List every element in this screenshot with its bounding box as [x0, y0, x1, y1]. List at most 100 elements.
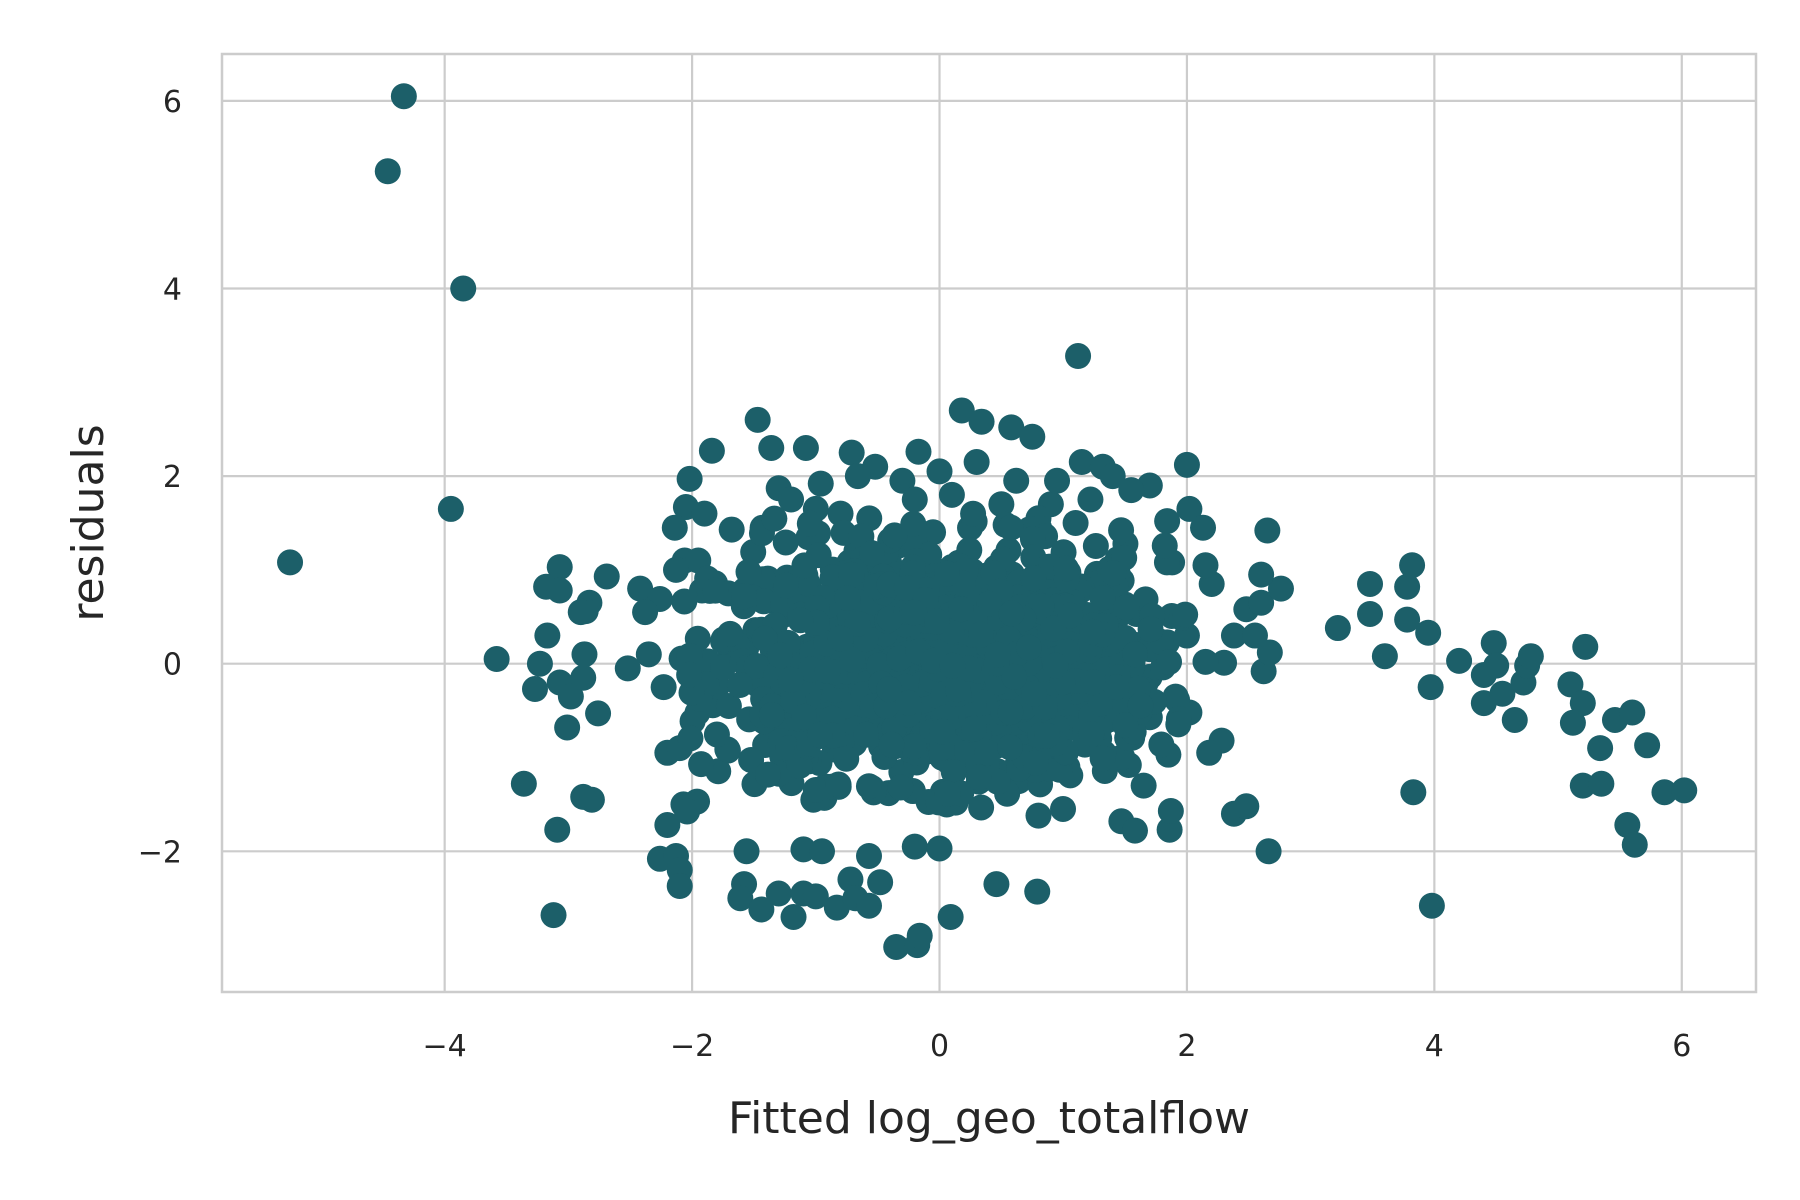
scatter-point — [787, 607, 814, 634]
scatter-point — [844, 463, 871, 490]
scatter-point — [437, 495, 464, 522]
scatter-point — [883, 933, 910, 960]
scatter-point — [1248, 561, 1275, 588]
y-tick-label: 0 — [163, 648, 182, 683]
scatter-point — [1671, 777, 1698, 804]
scatter-point — [1062, 510, 1089, 536]
scatter-point — [1042, 652, 1069, 679]
x-tick-labels: −4 −2 0 2 4 6 — [423, 1029, 1692, 1064]
scatter-point — [666, 873, 693, 900]
x-axis-label: Fitted log_geo_totalflow — [728, 1093, 1250, 1144]
scatter-point — [1065, 343, 1092, 370]
scatter-point — [1173, 451, 1200, 478]
scatter-point — [1089, 584, 1116, 611]
scatter-point — [1165, 711, 1192, 738]
scatter-point — [1034, 722, 1061, 749]
scatter-point — [924, 608, 951, 635]
scatter-point — [825, 771, 852, 798]
scatter-point — [483, 646, 510, 673]
scatter-point — [1399, 552, 1426, 579]
scatter-point — [1089, 745, 1116, 772]
scatter-point — [1015, 634, 1042, 661]
scatter-point — [534, 622, 561, 649]
scatter-point — [780, 903, 807, 930]
scatter-point — [814, 657, 841, 684]
scatter-point — [968, 794, 995, 821]
scatter-point — [676, 465, 703, 492]
scatter-point — [997, 734, 1024, 761]
y-tick-label: 4 — [163, 273, 182, 308]
scatter-point — [1588, 770, 1615, 797]
scatter-point — [889, 467, 916, 494]
scatter-point — [1019, 526, 1046, 553]
x-tick-label: −4 — [423, 1029, 467, 1064]
scatter-point — [1220, 622, 1247, 649]
scatter-point — [833, 745, 860, 772]
scatter-point — [1480, 630, 1507, 657]
scatter-point — [1587, 735, 1614, 762]
scatter-point — [1148, 731, 1175, 758]
scatter-point — [926, 458, 953, 485]
scatter-point — [859, 540, 886, 567]
scatter-point — [578, 786, 605, 813]
scatter-point — [1517, 643, 1544, 670]
scatter-point — [984, 641, 1011, 668]
x-tick-label: 0 — [930, 1029, 949, 1064]
scatter-point — [521, 676, 548, 703]
scatter-point — [1192, 552, 1219, 579]
scatter-point — [792, 434, 819, 461]
scatter-point — [546, 577, 573, 604]
scatter-point — [906, 922, 933, 949]
scatter-point — [1121, 817, 1148, 844]
scatter-point — [1100, 560, 1127, 587]
scatter-point — [754, 761, 781, 788]
scatter-point — [748, 896, 775, 923]
scatter-point — [853, 721, 880, 748]
scatter-point — [1003, 467, 1030, 494]
scatter-point — [1192, 648, 1219, 675]
scatter-point — [1024, 878, 1051, 905]
scatter-point — [1079, 669, 1106, 696]
scatter-point — [1156, 649, 1183, 676]
scatter-point — [1569, 690, 1596, 717]
scatter-point — [997, 514, 1024, 541]
scatter-point — [277, 549, 304, 576]
scatter-point — [1113, 594, 1140, 621]
scatter-point — [1357, 600, 1384, 627]
scatter-point — [688, 751, 715, 778]
scatter-point — [895, 689, 922, 716]
scatter-point — [1176, 495, 1203, 522]
scatter-point — [807, 470, 834, 497]
scatter-point — [1196, 739, 1223, 766]
scatter-point — [676, 642, 703, 669]
scatter-point — [1079, 618, 1106, 645]
scatter-point — [1415, 619, 1442, 646]
scatter-point — [540, 902, 567, 929]
scatter-point — [727, 885, 754, 912]
scatter-point — [1417, 674, 1444, 701]
scatter-point — [1254, 517, 1281, 544]
scatter-point — [944, 676, 971, 703]
scatter-point — [1634, 732, 1661, 759]
scatter-point — [1122, 641, 1149, 668]
scatter-point — [1172, 601, 1199, 628]
y-tick-label: −2 — [138, 835, 182, 870]
scatter-point — [676, 661, 703, 688]
x-tick-label: 6 — [1672, 1029, 1691, 1064]
scatter-point — [806, 721, 833, 748]
scatter-point — [702, 577, 729, 604]
scatter-point — [963, 449, 990, 476]
scatter-point — [1154, 508, 1181, 535]
scatter-point — [635, 641, 662, 668]
scatter-point — [1572, 633, 1599, 660]
scatter-point — [750, 588, 777, 615]
scatter-point — [743, 653, 770, 680]
scatter-point — [1621, 831, 1648, 858]
scatter-point — [654, 812, 681, 839]
scatter-point — [761, 505, 788, 532]
scatter-point — [546, 554, 573, 581]
scatter-point — [838, 561, 865, 588]
x-tick-label: −2 — [670, 1029, 714, 1064]
scatter-point — [786, 752, 813, 779]
